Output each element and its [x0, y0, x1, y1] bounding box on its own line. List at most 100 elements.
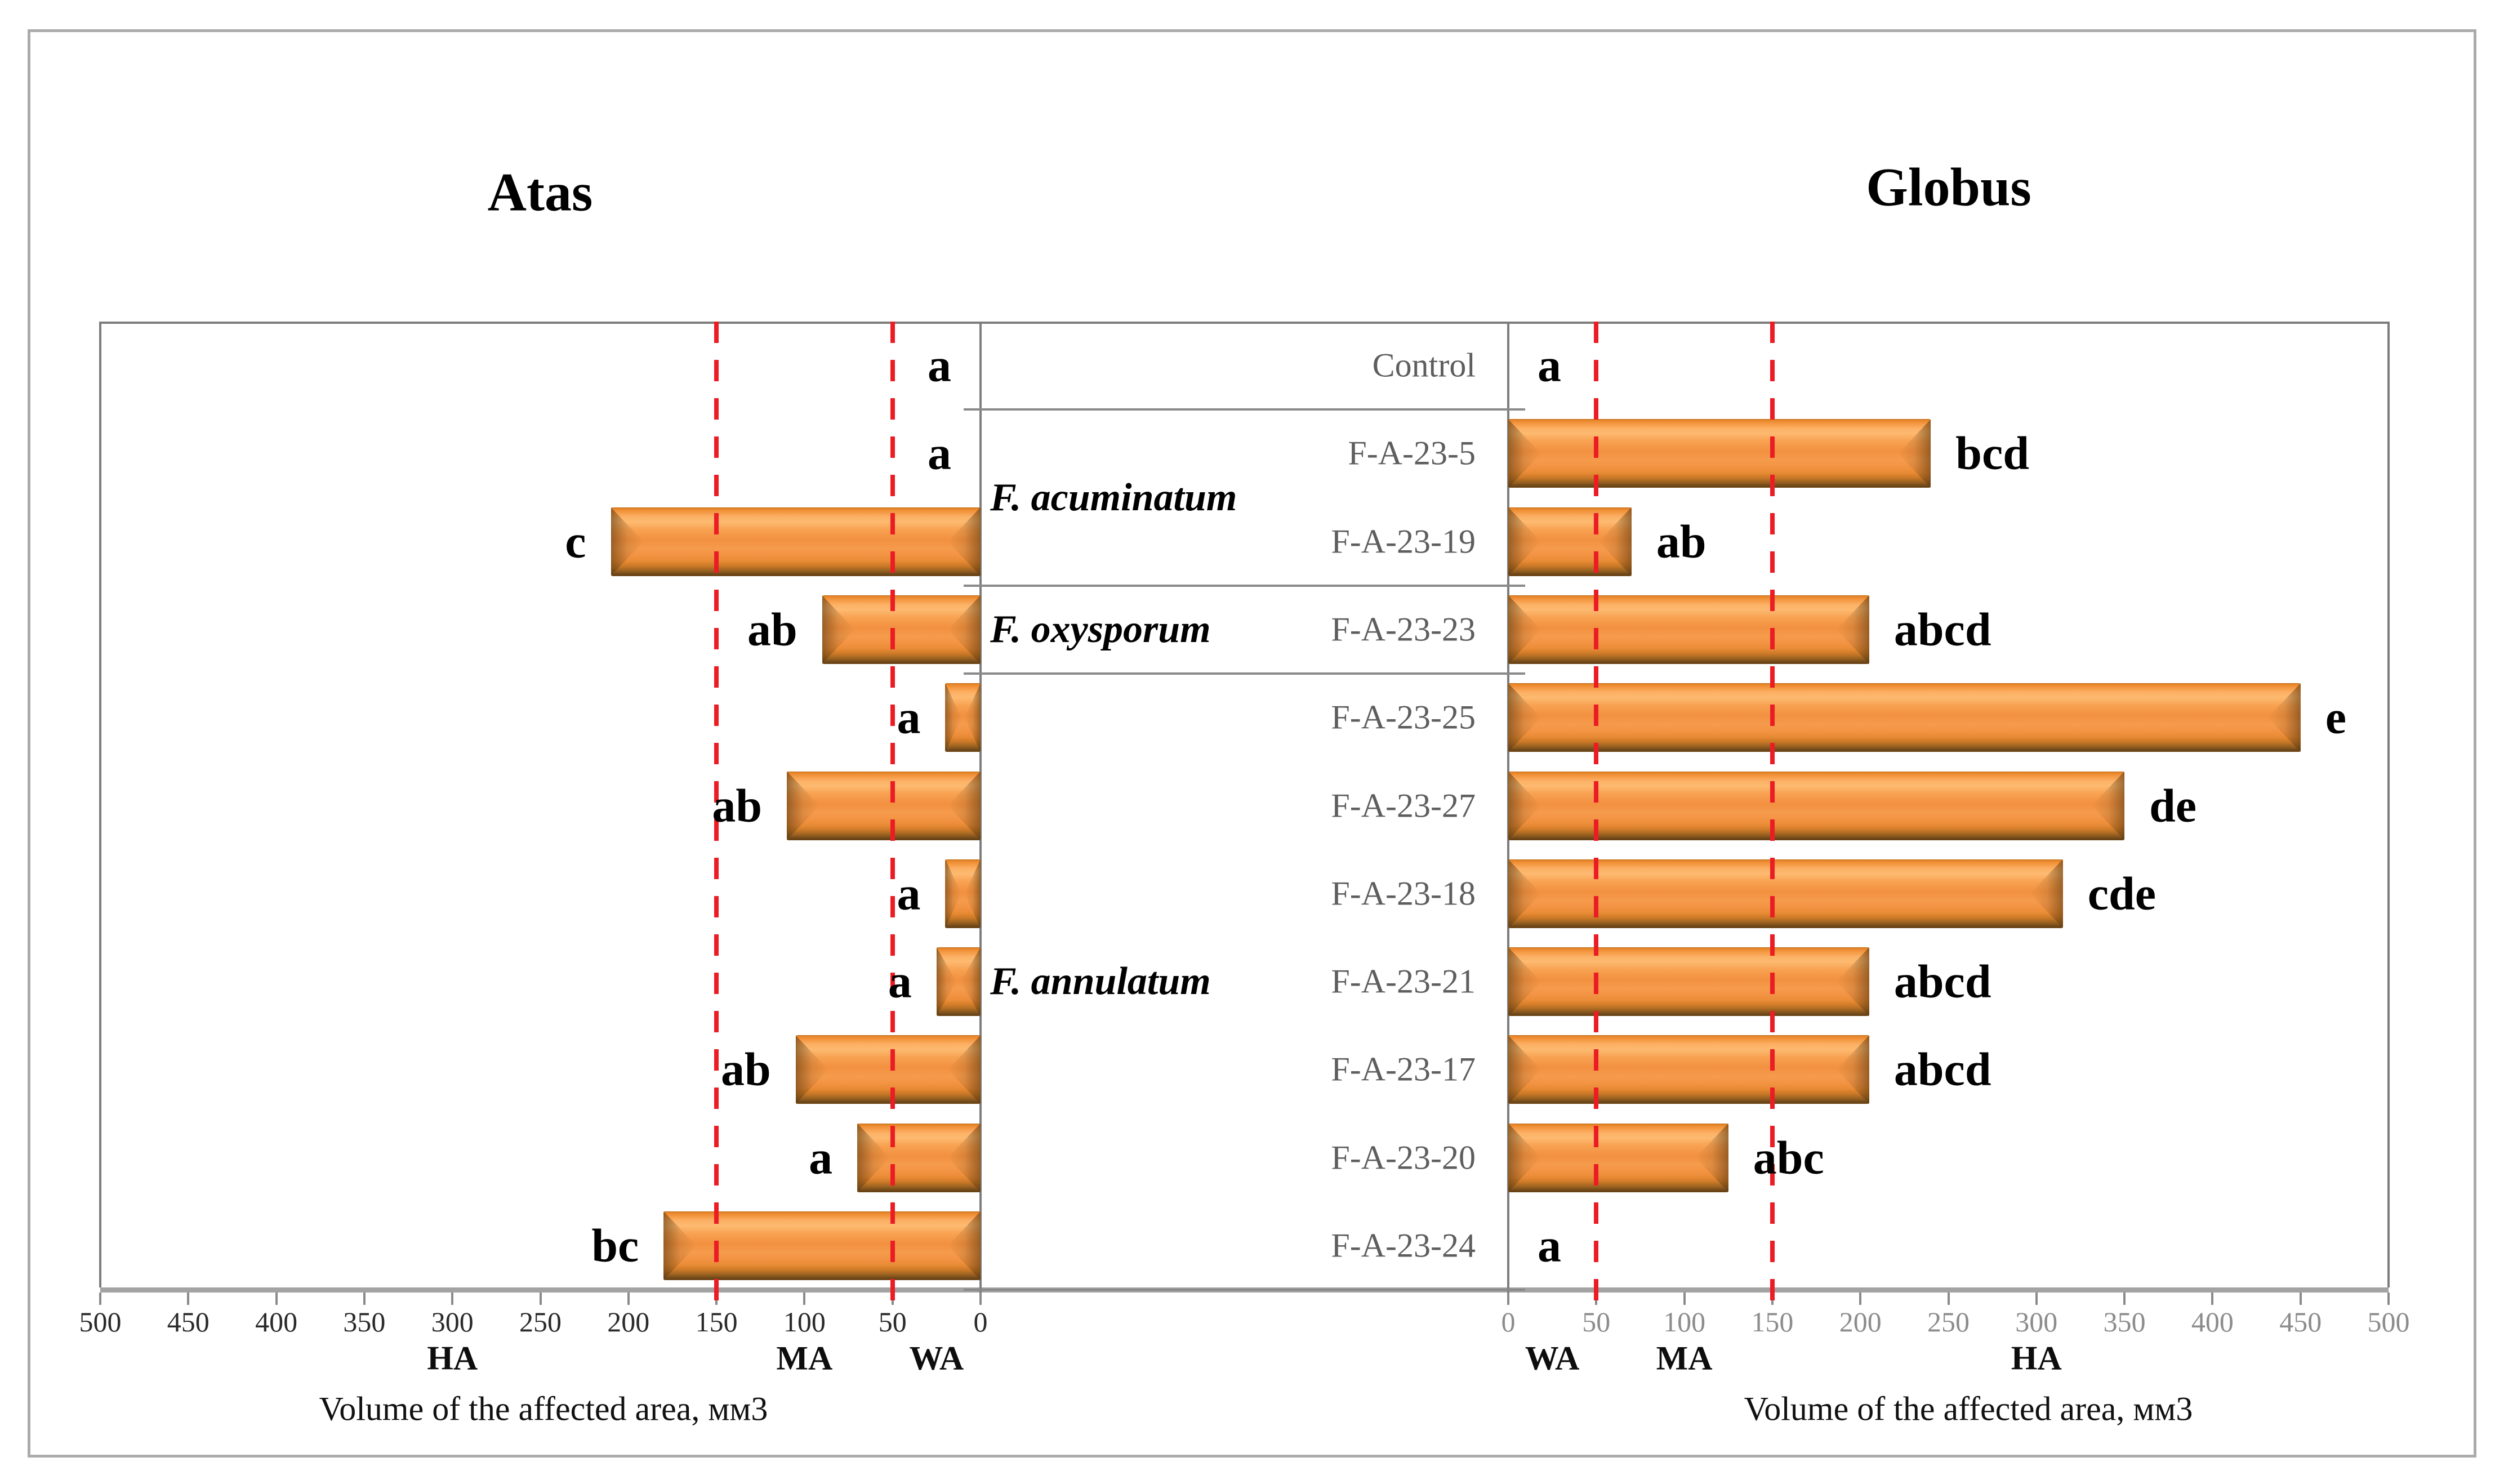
bar-globus-F-A-23-19	[1508, 507, 1632, 576]
bar-end-bevel	[964, 859, 981, 928]
reference-line-50	[1594, 322, 1599, 1308]
bar-globus-F-A-23-18	[1508, 859, 2063, 928]
reference-line-50	[890, 322, 895, 1308]
significance-letter: de	[2149, 779, 2197, 832]
isolate-label: F-A-23-5	[1348, 434, 1476, 472]
species-label: F. oxysporum	[990, 607, 1211, 651]
bar-end-bevel	[2267, 683, 2301, 752]
bar-end-bevel	[947, 771, 981, 840]
bar-globus-F-A-23-5	[1508, 419, 1931, 488]
bar-end-bevel	[947, 1123, 981, 1192]
x-axis-tick	[627, 1293, 630, 1305]
significance-letter: abcd	[1893, 1043, 1991, 1096]
zone-label: HA	[2011, 1339, 2062, 1377]
bar-globus-F-A-23-23	[1508, 595, 1869, 664]
x-axis-tick-label: 350	[343, 1306, 386, 1338]
zone-label: HA	[427, 1339, 478, 1377]
x-axis-tick	[2123, 1293, 2126, 1305]
bar-atas-F-A-23-19	[611, 507, 981, 576]
isolate-label: F-A-23-25	[1331, 698, 1476, 736]
x-axis-tick	[979, 1293, 982, 1305]
x-axis-tick-label: 500	[2367, 1306, 2410, 1338]
bar-end-bevel	[1508, 859, 1541, 928]
significance-letter: bc	[591, 1219, 639, 1272]
x-axis-tick	[1947, 1293, 1950, 1305]
x-axis-tick	[363, 1293, 366, 1305]
significance-letter: a	[928, 339, 951, 392]
panel-title-globus: Globus	[1866, 157, 2031, 217]
isolate-label: F-A-23-27	[1331, 787, 1476, 824]
significance-letter: a	[888, 955, 912, 1008]
significance-letter: abcd	[1893, 603, 1991, 656]
significance-letter: c	[565, 515, 586, 568]
x-axis-tick	[803, 1293, 806, 1305]
x-axis-tick	[275, 1293, 278, 1305]
bar-end-bevel	[1508, 507, 1541, 576]
bar-atas-F-A-23-23	[822, 595, 981, 664]
isolate-label: F-A-23-21	[1331, 962, 1476, 1000]
bar-atas-F-A-23-17	[795, 1035, 981, 1104]
x-axis-tick-label: 0	[1501, 1306, 1516, 1338]
x-axis-tick-label: 500	[79, 1306, 122, 1338]
significance-letter: a	[1538, 339, 1561, 392]
significance-letter: ab	[721, 1043, 771, 1096]
x-axis-tick	[99, 1293, 101, 1305]
bar-end-bevel	[1508, 683, 1541, 752]
x-axis-tick-label: 450	[167, 1306, 210, 1338]
bar-end-bevel	[1898, 419, 1931, 488]
isolate-label: F-A-23-24	[1331, 1227, 1476, 1264]
isolate-label: F-A-23-23	[1331, 610, 1476, 648]
bar-end-bevel	[611, 507, 644, 576]
group-divider	[964, 672, 1525, 675]
significance-letter: abcd	[1893, 955, 1991, 1008]
axis-title-right: Volume of the affected area, мм3	[1744, 1390, 2193, 1428]
x-axis-tick	[1859, 1293, 1862, 1305]
zone-label: WA	[1525, 1339, 1580, 1377]
x-axis-tick-label: 100	[783, 1306, 826, 1338]
bar-end-bevel	[663, 1211, 697, 1280]
bar-atas-F-A-23-27	[787, 771, 981, 840]
bar-end-bevel	[947, 595, 981, 664]
bar-end-bevel	[947, 507, 981, 576]
group-divider	[964, 584, 1525, 587]
bar-end-bevel	[822, 595, 855, 664]
significance-letter: abc	[1753, 1131, 1824, 1184]
zone-label: WA	[909, 1339, 964, 1377]
bar-end-bevel	[947, 1035, 981, 1104]
x-axis-tick-label: 300	[431, 1306, 474, 1338]
significance-letter: a	[897, 867, 921, 920]
bar-end-bevel	[1508, 1035, 1541, 1104]
x-axis-tick	[2299, 1293, 2302, 1305]
x-axis-tick-label: 400	[255, 1306, 298, 1338]
x-axis-tick	[2211, 1293, 2214, 1305]
x-axis-tick	[2387, 1293, 2390, 1305]
significance-letter: a	[1538, 1219, 1561, 1272]
plot-border-left	[99, 322, 101, 1287]
panel-title-atas: Atas	[487, 162, 593, 222]
x-axis-tick-label: 300	[2015, 1306, 2058, 1338]
x-axis-tick-label: 250	[1927, 1306, 1970, 1338]
x-axis-tick	[2035, 1293, 2038, 1305]
bar-end-bevel	[2092, 771, 2125, 840]
bar-end-bevel	[1598, 507, 1632, 576]
significance-letter: ab	[712, 779, 763, 832]
significance-letter: cde	[2087, 867, 2156, 920]
x-axis-tick-label: 200	[607, 1306, 650, 1338]
bar-end-bevel	[1836, 595, 1869, 664]
bar-end-bevel	[1508, 1123, 1541, 1192]
x-axis-tick-label: 150	[695, 1306, 738, 1338]
x-axis-tick-label: 50	[1582, 1306, 1611, 1338]
reference-line-150	[1770, 322, 1775, 1308]
x-axis-tick	[187, 1293, 190, 1305]
figure-border	[28, 29, 2476, 1458]
bar-end-bevel	[936, 947, 956, 1017]
x-axis-tick-label: 50	[878, 1306, 907, 1338]
x-axis-tick	[451, 1293, 454, 1305]
bar-globus-F-A-23-25	[1508, 683, 2301, 752]
isolate-label: F-A-23-20	[1331, 1139, 1476, 1176]
isolate-label: F-A-23-19	[1331, 523, 1476, 560]
bar-atas-F-A-23-21	[936, 947, 981, 1017]
bar-globus-F-A-23-21	[1508, 947, 1869, 1017]
x-axis-tick	[1683, 1293, 1686, 1305]
significance-letter: a	[809, 1131, 833, 1184]
